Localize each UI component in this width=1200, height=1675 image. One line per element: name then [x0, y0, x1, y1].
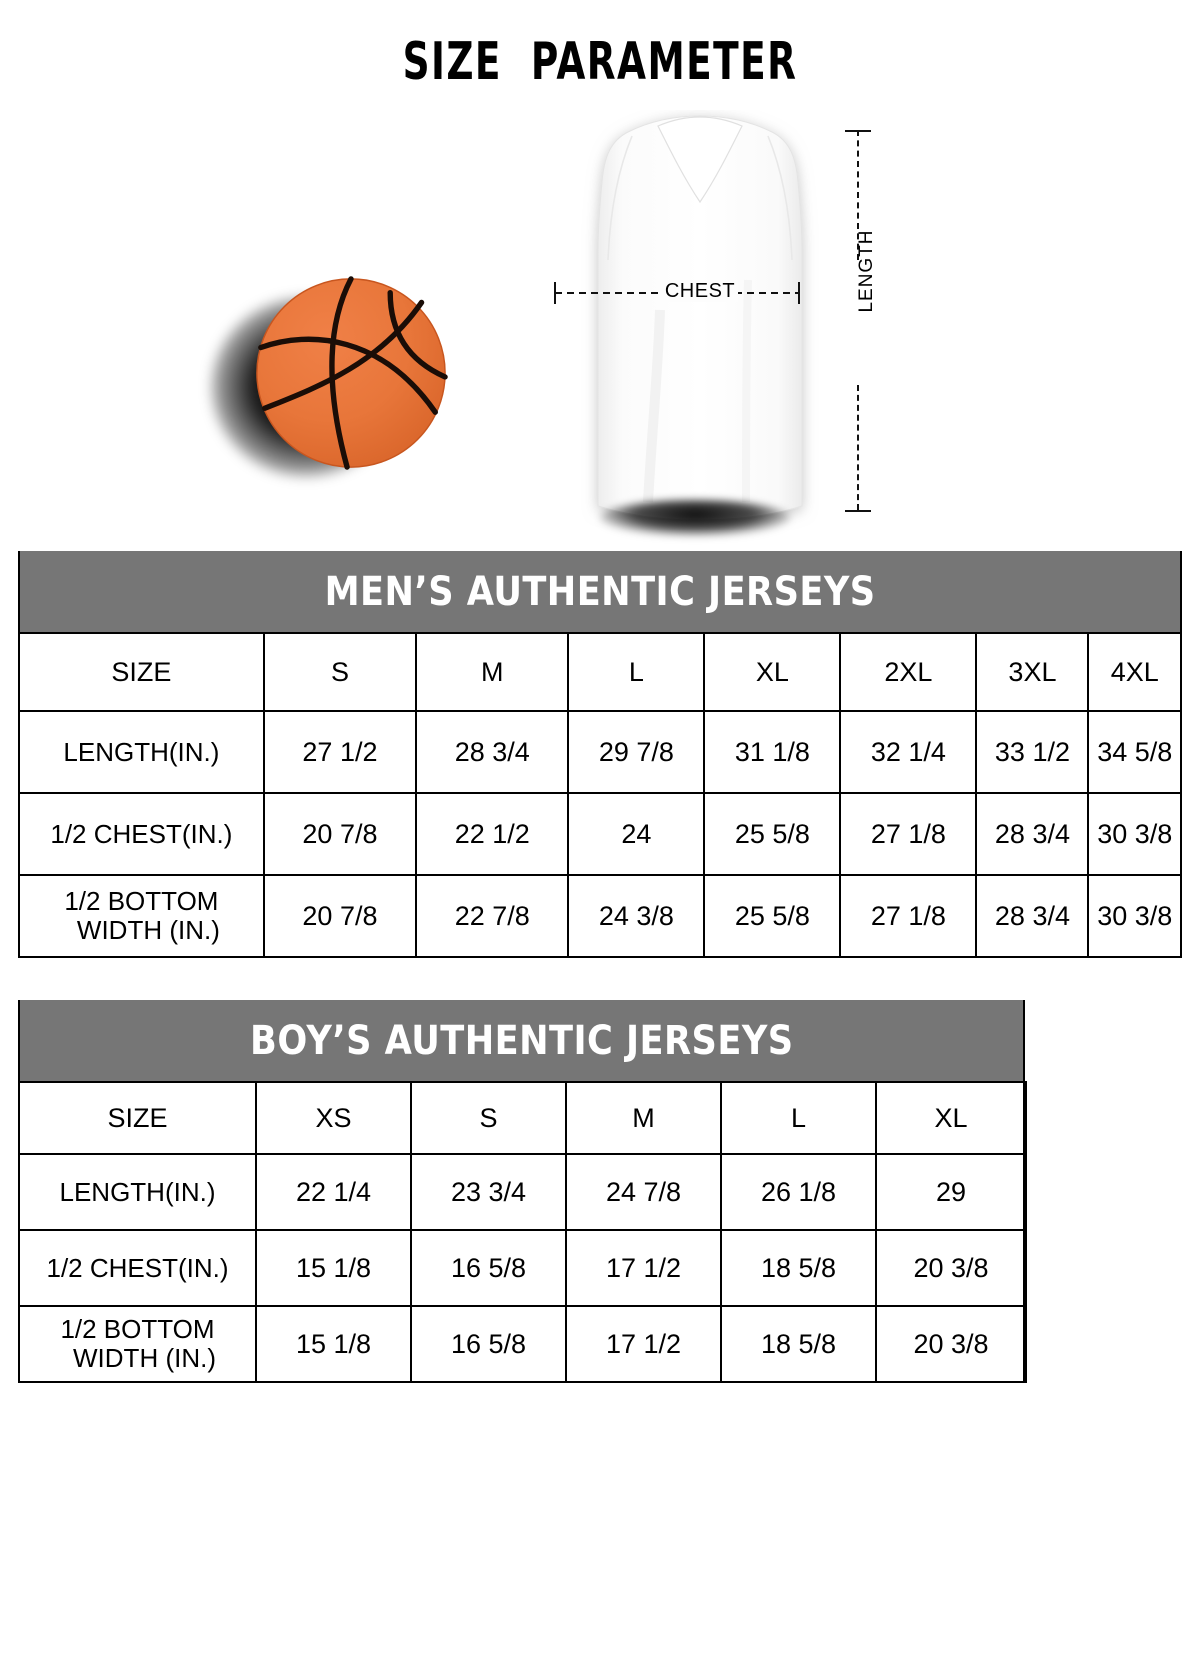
illustration-area: CHEST LENGTH — [0, 102, 1200, 537]
cell-chest-l: 18 5/8 — [720, 1229, 877, 1307]
col-header-size: SIZE — [18, 1081, 257, 1155]
col-header-m: M — [565, 1081, 722, 1155]
col-header-4xl: 4XL — [1087, 632, 1182, 712]
cell-length-xl: 31 1/8 — [703, 710, 842, 794]
cell-bottom-l: 18 5/8 — [720, 1305, 877, 1383]
boys-size-table: SIZE XS S M L XL LENGTH(IN.) 22 1/4 23 3… — [18, 1081, 1027, 1383]
cell-chest-s: 20 7/8 — [262, 792, 418, 876]
cell-chest-3xl: 28 3/4 — [975, 792, 1090, 876]
length-dash-top — [857, 130, 859, 260]
cell-chest-xl: 20 3/8 — [875, 1229, 1027, 1307]
row-label-half-chest: 1/2 CHEST(IN.) — [18, 792, 265, 876]
basketball-icon — [256, 276, 448, 470]
cell-length-xs: 22 1/4 — [255, 1153, 412, 1231]
table-row: LENGTH(IN.) 22 1/4 23 3/4 24 7/8 26 1/8 … — [18, 1153, 1027, 1231]
col-header-3xl: 3XL — [975, 632, 1090, 712]
cell-chest-m: 22 1/2 — [415, 792, 570, 876]
cell-length-s: 23 3/4 — [410, 1153, 567, 1231]
col-header-xs: XS — [255, 1081, 412, 1155]
table-row: 1/2 BOTTOM WIDTH (IN.) 20 7/8 22 7/8 24 3… — [18, 874, 1182, 958]
cell-bottom-3xl: 28 3/4 — [975, 874, 1090, 958]
cell-bottom-4xl: 30 3/8 — [1087, 874, 1182, 958]
mens-jerseys-table: MEN’S AUTHENTIC JERSEYS SIZE S M L XL 2X… — [18, 551, 1182, 958]
length-cap-bottom — [845, 510, 871, 512]
table-row: 1/2 CHEST(IN.) 15 1/8 16 5/8 17 1/2 18 5… — [18, 1229, 1027, 1307]
cell-length-m: 28 3/4 — [415, 710, 570, 794]
cell-length-s: 27 1/2 — [262, 710, 418, 794]
boys-table-title: BOY’S AUTHENTIC JERSEYS — [249, 1018, 794, 1064]
cell-length-2xl: 32 1/4 — [839, 710, 978, 794]
cell-chest-xl: 25 5/8 — [703, 792, 842, 876]
cell-length-4xl: 34 5/8 — [1087, 710, 1182, 794]
col-header-s: S — [410, 1081, 567, 1155]
row-label-half-bottom-width: 1/2 BOTTOM WIDTH (IN.) — [18, 1305, 257, 1383]
table-row: 1/2 BOTTOM WIDTH (IN.) 15 1/8 16 5/8 17 1… — [18, 1305, 1027, 1383]
cell-bottom-xl: 25 5/8 — [703, 874, 842, 958]
mens-size-table: SIZE S M L XL 2XL 3XL 4XL LENGTH(IN.) 27… — [18, 632, 1182, 958]
row-label-line2: WIDTH (IN.) — [73, 1343, 216, 1373]
cell-bottom-l: 24 3/8 — [567, 874, 706, 958]
cell-chest-m: 17 1/2 — [565, 1229, 722, 1307]
chest-label: CHEST — [661, 280, 739, 302]
cell-chest-l: 24 — [567, 792, 706, 876]
row-label-length: LENGTH(IN.) — [18, 1153, 257, 1231]
cell-bottom-xl: 20 3/8 — [875, 1305, 1027, 1383]
col-header-s: S — [262, 632, 418, 712]
cell-chest-2xl: 27 1/8 — [839, 792, 978, 876]
row-label-line2: WIDTH (IN.) — [76, 915, 220, 945]
mens-table-title: MEN’S AUTHENTIC JERSEYS — [324, 569, 876, 615]
cell-bottom-m: 22 7/8 — [415, 874, 570, 958]
cell-bottom-s: 20 7/8 — [262, 874, 418, 958]
table-row: 1/2 CHEST(IN.) 20 7/8 22 1/2 24 25 5/8 2… — [18, 792, 1182, 876]
cell-bottom-m: 17 1/2 — [565, 1305, 722, 1383]
cell-length-3xl: 33 1/2 — [975, 710, 1090, 794]
col-header-xl: XL — [875, 1081, 1027, 1155]
mens-table-band: MEN’S AUTHENTIC JERSEYS — [20, 551, 1180, 634]
table-row: LENGTH(IN.) 27 1/2 28 3/4 29 7/8 31 1/8 … — [18, 710, 1182, 794]
table-row-header: SIZE S M L XL 2XL 3XL 4XL — [18, 632, 1182, 712]
col-header-2xl: 2XL — [839, 632, 978, 712]
cell-length-m: 24 7/8 — [565, 1153, 722, 1231]
cell-bottom-xs: 15 1/8 — [255, 1305, 412, 1383]
cell-bottom-2xl: 27 1/8 — [839, 874, 978, 958]
row-label-half-chest: 1/2 CHEST(IN.) — [18, 1229, 257, 1307]
cell-length-l: 26 1/8 — [720, 1153, 877, 1231]
col-header-m: M — [415, 632, 570, 712]
row-label-half-bottom-width: 1/2 BOTTOM WIDTH (IN.) — [18, 874, 265, 958]
length-label: LENGTH — [856, 229, 877, 313]
jersey-shadow — [600, 500, 790, 536]
boys-jerseys-table: BOY’S AUTHENTIC JERSEYS SIZE XS S M L XL… — [18, 1000, 1027, 1383]
cell-chest-s: 16 5/8 — [410, 1229, 567, 1307]
length-dash-bottom — [857, 385, 859, 510]
col-header-l: L — [720, 1081, 877, 1155]
row-label-line1: 1/2 BOTTOM — [60, 1313, 215, 1344]
row-label-line1: 1/2 BOTTOM — [64, 885, 219, 916]
col-header-l: L — [567, 632, 706, 712]
row-label-length: LENGTH(IN.) — [18, 710, 265, 794]
jersey-illustration: CHEST — [540, 110, 860, 536]
col-header-size: SIZE — [18, 632, 265, 712]
basketball-illustration — [205, 257, 475, 507]
cell-length-xl: 29 — [875, 1153, 1027, 1231]
cell-length-l: 29 7/8 — [567, 710, 706, 794]
jersey-icon — [597, 115, 803, 521]
col-header-xl: XL — [703, 632, 842, 712]
page-title: SIZE PARAMETER — [402, 32, 798, 92]
table-row-header: SIZE XS S M L XL — [18, 1081, 1027, 1155]
cell-chest-xs: 15 1/8 — [255, 1229, 412, 1307]
cell-bottom-s: 16 5/8 — [410, 1305, 567, 1383]
chest-measure-line: CHEST — [540, 280, 860, 304]
cell-chest-4xl: 30 3/8 — [1087, 792, 1182, 876]
length-measure-line: LENGTH — [845, 120, 925, 520]
boys-table-band: BOY’S AUTHENTIC JERSEYS — [20, 1000, 1023, 1083]
